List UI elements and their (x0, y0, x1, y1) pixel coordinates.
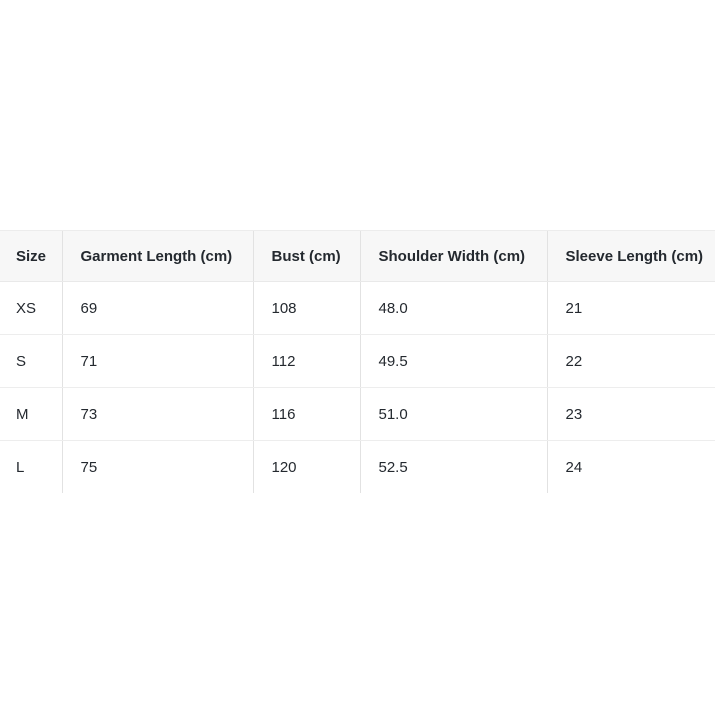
cell-sleeve-length: 22 (546, 334, 715, 388)
cell-sleeve-length: 21 (546, 281, 715, 335)
cell-size: XS (0, 281, 62, 335)
size-chart-table: Size Garment Length (cm) Bust (cm) Shoul… (0, 230, 715, 493)
column-header-shoulder-width: Shoulder Width (cm) (359, 230, 547, 282)
cell-garment-length: 71 (61, 334, 253, 388)
cell-shoulder-width: 49.5 (359, 334, 547, 388)
cell-bust: 108 (252, 281, 360, 335)
cell-sleeve-length: 24 (546, 440, 715, 493)
column-header-garment-length: Garment Length (cm) (61, 230, 253, 282)
table-row-xs: XS 69 108 48.0 21 (0, 281, 715, 335)
column-header-bust: Bust (cm) (252, 230, 360, 282)
table-row-s: S 71 112 49.5 22 (0, 334, 715, 388)
header-row: Size Garment Length (cm) Bust (cm) Shoul… (0, 230, 715, 282)
cell-garment-length: 73 (61, 387, 253, 441)
cell-garment-length: 69 (61, 281, 253, 335)
cell-bust: 116 (252, 387, 360, 441)
cell-size: S (0, 334, 62, 388)
cell-bust: 112 (252, 334, 360, 388)
column-header-size: Size (0, 230, 62, 282)
cell-shoulder-width: 52.5 (359, 440, 547, 493)
cell-sleeve-length: 23 (546, 387, 715, 441)
size-chart-container: Size Garment Length (cm) Bust (cm) Shoul… (0, 230, 715, 493)
cell-bust: 120 (252, 440, 360, 493)
cell-garment-length: 75 (61, 440, 253, 493)
cell-size: L (0, 440, 62, 493)
cell-size: M (0, 387, 62, 441)
column-header-sleeve-length: Sleeve Length (cm) (546, 230, 715, 282)
table-row-l: L 75 120 52.5 24 (0, 440, 715, 493)
cell-shoulder-width: 51.0 (359, 387, 547, 441)
cell-shoulder-width: 48.0 (359, 281, 547, 335)
table-row-m: M 73 116 51.0 23 (0, 387, 715, 441)
